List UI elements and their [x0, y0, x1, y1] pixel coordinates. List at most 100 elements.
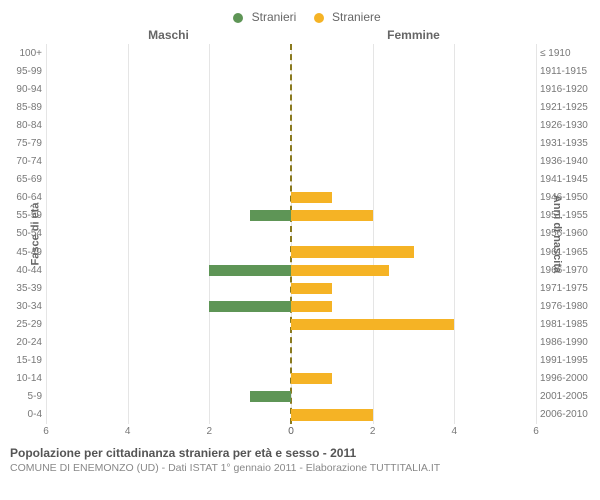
x-tick-label: 6 — [43, 426, 49, 437]
age-label: 45-49 — [0, 247, 42, 258]
x-axis: 64200246 — [46, 426, 536, 440]
table-row: 15-191991-1995 — [46, 352, 536, 370]
table-row: 25-291981-1985 — [46, 315, 536, 333]
birth-year-label: 1916-1920 — [540, 84, 600, 95]
female-half — [291, 116, 536, 134]
age-label: 30-34 — [0, 301, 42, 312]
birth-year-label: 2006-2010 — [540, 409, 600, 420]
birth-year-label: 1976-1980 — [540, 301, 600, 312]
birth-year-label: 1951-1955 — [540, 210, 600, 221]
table-row: 70-741936-1940 — [46, 153, 536, 171]
chart-container: Stranieri Straniere Maschi Femmine Fasce… — [0, 0, 600, 500]
age-label: 50-54 — [0, 228, 42, 239]
male-half — [46, 261, 291, 279]
female-half — [291, 352, 536, 370]
bar-male — [250, 210, 291, 221]
male-half — [46, 98, 291, 116]
female-half — [291, 297, 536, 315]
table-row: 0-42006-2010 — [46, 406, 536, 424]
female-half — [291, 225, 536, 243]
legend-dot-male — [233, 13, 243, 23]
male-half — [46, 116, 291, 134]
table-row: 20-241986-1990 — [46, 334, 536, 352]
bar-female — [291, 319, 454, 330]
birth-year-label: 2001-2005 — [540, 391, 600, 402]
male-half — [46, 315, 291, 333]
gridline — [536, 44, 537, 424]
female-half — [291, 334, 536, 352]
age-label: 20-24 — [0, 337, 42, 348]
age-label: 10-14 — [0, 373, 42, 384]
age-label: 65-69 — [0, 174, 42, 185]
male-half — [46, 279, 291, 297]
age-label: 80-84 — [0, 120, 42, 131]
legend: Stranieri Straniere — [0, 10, 600, 24]
x-tick-label: 2 — [370, 426, 376, 437]
age-label: 95-99 — [0, 66, 42, 77]
male-half — [46, 80, 291, 98]
birth-year-label: 1961-1965 — [540, 247, 600, 258]
x-tick-label: 4 — [452, 426, 458, 437]
male-half — [46, 44, 291, 62]
age-label: 75-79 — [0, 138, 42, 149]
plot-area: Fasce di età Anni di nascita 100+≤ 19109… — [46, 44, 536, 424]
table-row: 85-891921-1925 — [46, 98, 536, 116]
male-half — [46, 352, 291, 370]
bar-female — [291, 301, 332, 312]
caption-subtitle: COMUNE DI ENEMONZO (UD) - Dati ISTAT 1° … — [10, 462, 590, 474]
female-half — [291, 62, 536, 80]
male-half — [46, 134, 291, 152]
female-half — [291, 171, 536, 189]
bar-male — [250, 391, 291, 402]
table-row: 35-391971-1975 — [46, 279, 536, 297]
bar-male — [209, 265, 291, 276]
birth-year-label: 1986-1990 — [540, 337, 600, 348]
female-half — [291, 388, 536, 406]
birth-year-label: ≤ 1910 — [540, 48, 600, 59]
female-half — [291, 134, 536, 152]
male-half — [46, 153, 291, 171]
male-half — [46, 189, 291, 207]
male-half — [46, 297, 291, 315]
birth-year-label: 1946-1950 — [540, 192, 600, 203]
birth-year-label: 1936-1940 — [540, 156, 600, 167]
female-half — [291, 44, 536, 62]
female-half — [291, 315, 536, 333]
column-title-female: Femmine — [291, 28, 536, 42]
bar-male — [209, 301, 291, 312]
female-half — [291, 279, 536, 297]
x-tick-label: 0 — [288, 426, 294, 437]
female-half — [291, 370, 536, 388]
birth-year-label: 1981-1985 — [540, 319, 600, 330]
bar-female — [291, 409, 373, 420]
column-title-male: Maschi — [46, 28, 291, 42]
male-half — [46, 370, 291, 388]
table-row: 30-341976-1980 — [46, 297, 536, 315]
male-half — [46, 171, 291, 189]
birth-year-label: 1921-1925 — [540, 102, 600, 113]
table-row: 10-141996-2000 — [46, 370, 536, 388]
female-half — [291, 153, 536, 171]
bar-female — [291, 283, 332, 294]
table-row: 55-591951-1955 — [46, 207, 536, 225]
age-label: 100+ — [0, 48, 42, 59]
age-label: 60-64 — [0, 192, 42, 203]
birth-year-label: 1931-1935 — [540, 138, 600, 149]
table-row: 50-541956-1960 — [46, 225, 536, 243]
table-row: 100+≤ 1910 — [46, 44, 536, 62]
age-label: 85-89 — [0, 102, 42, 113]
bar-female — [291, 373, 332, 384]
female-half — [291, 207, 536, 225]
age-label: 5-9 — [0, 391, 42, 402]
birth-year-label: 1996-2000 — [540, 373, 600, 384]
female-half — [291, 261, 536, 279]
age-label: 35-39 — [0, 283, 42, 294]
table-row: 45-491961-1965 — [46, 243, 536, 261]
female-half — [291, 243, 536, 261]
x-tick-label: 2 — [207, 426, 213, 437]
x-tick-label: 4 — [125, 426, 131, 437]
birth-year-label: 1956-1960 — [540, 228, 600, 239]
bar-female — [291, 265, 389, 276]
female-half — [291, 98, 536, 116]
rows-container: 100+≤ 191095-991911-191590-941916-192085… — [46, 44, 536, 424]
